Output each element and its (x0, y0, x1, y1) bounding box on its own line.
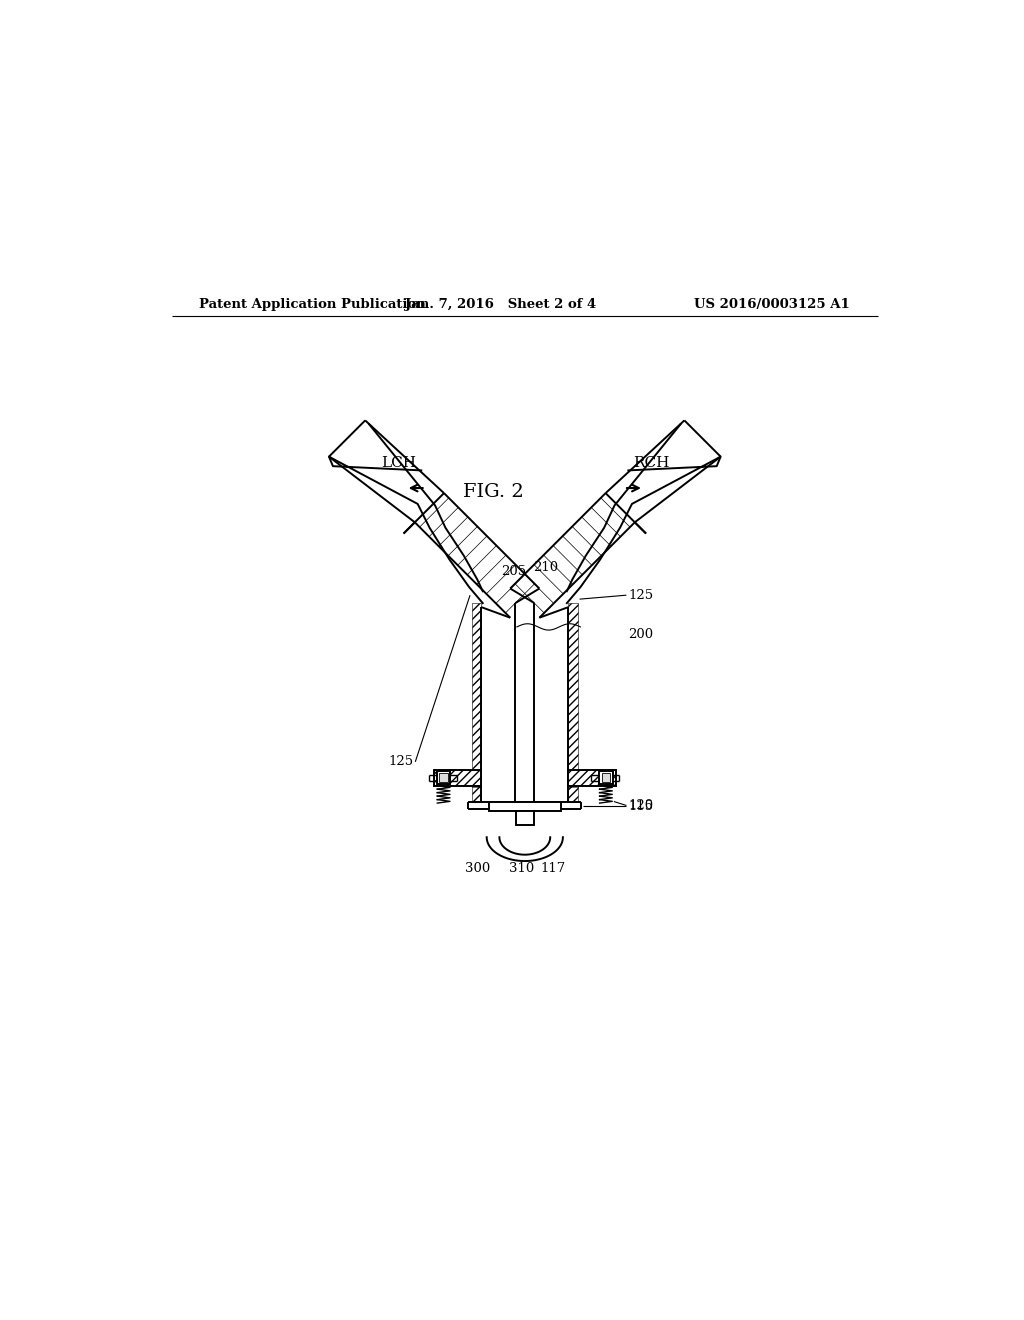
Text: 310: 310 (509, 862, 535, 875)
Bar (437, 771, 451, 784)
Text: 210: 210 (532, 561, 558, 574)
Bar (489, 801, 560, 810)
Text: 200: 200 (628, 628, 653, 642)
Text: FIG. 2: FIG. 2 (463, 483, 523, 502)
Text: 205: 205 (501, 565, 526, 578)
Text: 300: 300 (465, 862, 490, 875)
Polygon shape (568, 770, 616, 785)
Text: 120: 120 (628, 799, 653, 812)
Polygon shape (433, 770, 481, 785)
Bar (439, 774, 449, 781)
Text: 117: 117 (541, 862, 566, 875)
Text: Patent Application Publication: Patent Application Publication (200, 298, 426, 312)
Bar (516, 810, 534, 825)
Text: US 2016/0003125 A1: US 2016/0003125 A1 (694, 298, 850, 312)
Text: 125: 125 (628, 589, 653, 602)
Text: RCH: RCH (634, 455, 670, 470)
Text: 115: 115 (628, 800, 653, 813)
Text: 125: 125 (388, 755, 414, 768)
Text: Jan. 7, 2016   Sheet 2 of 4: Jan. 7, 2016 Sheet 2 of 4 (406, 298, 597, 312)
Bar (601, 774, 610, 781)
Bar (599, 771, 612, 784)
Text: LCH: LCH (381, 455, 416, 470)
